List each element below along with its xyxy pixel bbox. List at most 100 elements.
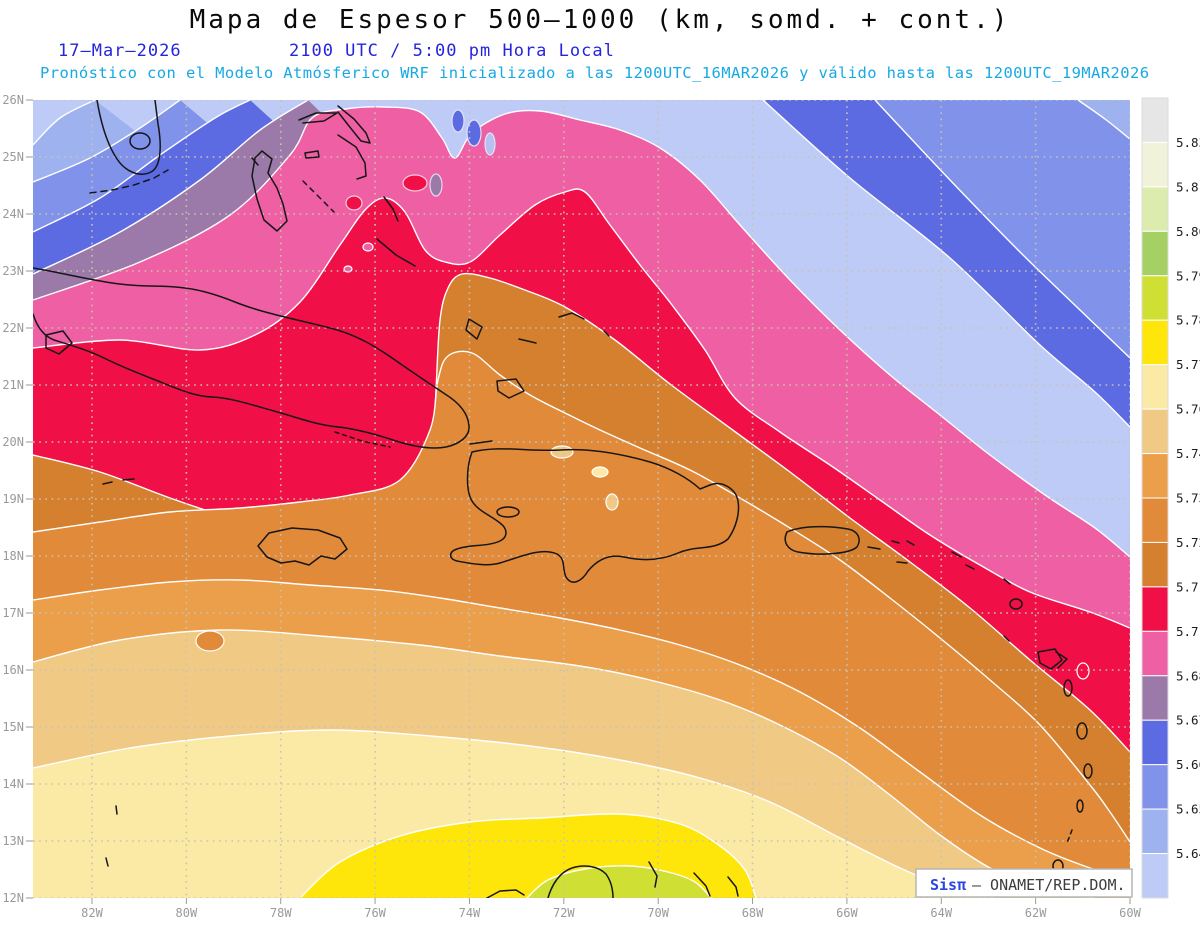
colorbar-segment bbox=[1141, 319, 1169, 366]
colorbar-segment bbox=[1141, 453, 1169, 499]
lon-label: 76W bbox=[364, 906, 386, 920]
contour-line bbox=[33, 100, 309, 275]
colorbar: 5.831 5.819 5.807 5.795 5.783 5.772 5.76 5.748 5… bbox=[1141, 97, 1200, 899]
patch-red bbox=[402, 174, 428, 192]
lon-label: 78W bbox=[270, 906, 292, 920]
lat-label: 15N bbox=[2, 720, 24, 734]
coastline-grenadines bbox=[1066, 829, 1073, 844]
coastline-anguilla-stmartin bbox=[951, 551, 975, 570]
colorbar-segment bbox=[1141, 719, 1169, 766]
colorbar-segment bbox=[1141, 853, 1169, 899]
coastlines bbox=[33, 100, 1093, 898]
lat-label: 26N bbox=[2, 93, 24, 107]
colorbar-segment bbox=[1141, 97, 1169, 143]
lon-label: 74W bbox=[459, 906, 481, 920]
lat-label: 22N bbox=[2, 321, 24, 335]
colorbar-segment bbox=[1141, 675, 1169, 721]
colorbar-segment bbox=[1141, 186, 1169, 232]
patch-pink bbox=[362, 242, 374, 252]
coastline-bimini bbox=[251, 157, 259, 166]
contour-line bbox=[299, 813, 757, 898]
watermark-frame bbox=[915, 868, 1133, 898]
colorbar-segment bbox=[1141, 497, 1169, 543]
valid-time: 2100 UTC / 5:00 pm Hora Local bbox=[289, 41, 615, 61]
coastline-long-island bbox=[376, 238, 416, 267]
coastline-puerto-rico bbox=[784, 525, 860, 555]
latitude-axis: 26N 25N 24N 23N 22N 21N 20N 19N 18N 17N 16N 15N 14N 1… bbox=[2, 93, 24, 905]
colorbar-label: 5.76 bbox=[1176, 402, 1200, 417]
coastline-grand-turk bbox=[603, 330, 610, 337]
colorbar-label: 5.783 bbox=[1176, 313, 1200, 328]
colorbar-label: 5.712 bbox=[1176, 579, 1200, 594]
patch-tan bbox=[550, 445, 574, 459]
colorbar-segment bbox=[1141, 408, 1169, 455]
lon-label: 82W bbox=[81, 906, 103, 920]
coastline-martinique bbox=[1076, 722, 1088, 740]
colorbar-segment bbox=[1141, 630, 1169, 677]
coastline-florida-keys bbox=[89, 169, 169, 194]
lat-label: 20N bbox=[2, 435, 24, 449]
coastline-abaco bbox=[337, 105, 371, 144]
coastline-st-lucia bbox=[1083, 763, 1093, 779]
coastline-cayman-islands bbox=[102, 478, 135, 485]
lon-label: 80W bbox=[176, 906, 198, 920]
colorbar-label: 5.688 bbox=[1176, 668, 1200, 683]
lat-label: 14N bbox=[2, 777, 24, 791]
patch-palewheat bbox=[591, 466, 609, 478]
lat-label: 23N bbox=[2, 264, 24, 278]
longitude-axis: 82W 80W 78W 76W 74W 72W 70W 68W 66W 64W 62W 60W bbox=[81, 906, 1141, 920]
patch-red bbox=[345, 195, 363, 211]
patch-red bbox=[1076, 662, 1090, 680]
lat-label: 13N bbox=[2, 834, 24, 848]
coastline-vieques bbox=[867, 546, 881, 550]
contour-line bbox=[33, 579, 1130, 881]
band-lightcorn bbox=[1078, 100, 1130, 139]
watermark-brand: Sisπ bbox=[930, 876, 966, 894]
valid-date: 17–Mar–2026 bbox=[58, 41, 182, 61]
coastline-grand-bahama bbox=[298, 112, 338, 124]
patch-royal bbox=[466, 119, 482, 147]
page-title: Mapa de Espesor 500–1000 (km, somd. + co… bbox=[190, 5, 1011, 35]
patch-royal bbox=[451, 109, 465, 133]
contour-line bbox=[1077, 100, 1130, 140]
contour-line bbox=[33, 188, 1130, 629]
patch-lavender bbox=[484, 132, 496, 156]
map-grid bbox=[33, 100, 1130, 898]
coastline-hispaniola bbox=[449, 448, 740, 583]
contour-line bbox=[33, 629, 1096, 898]
contour-line bbox=[762, 100, 1130, 428]
lat-label: 16N bbox=[2, 663, 24, 677]
colorbar-label: 5.664 bbox=[1176, 757, 1200, 772]
lat-label: 21N bbox=[2, 378, 24, 392]
colorbar-label: 5.64 bbox=[1176, 846, 1200, 861]
colorbar-label: 5.652 bbox=[1176, 802, 1200, 817]
coastline-cuba bbox=[33, 267, 470, 449]
colorbar-segment bbox=[1141, 275, 1169, 321]
colorbar-segment bbox=[1141, 764, 1169, 810]
band-palewheat bbox=[33, 730, 995, 898]
coastline-guadeloupe bbox=[1037, 648, 1068, 670]
contour-line bbox=[33, 350, 1130, 843]
colorbar-segment bbox=[1141, 586, 1169, 632]
colorbar-frame bbox=[1141, 97, 1169, 899]
coastline-jardines-cays bbox=[334, 431, 391, 448]
colorbar-label: 5.772 bbox=[1176, 357, 1200, 372]
lat-label: 25N bbox=[2, 150, 24, 164]
coastline-gonave bbox=[496, 506, 520, 518]
coastline-andros bbox=[251, 150, 288, 232]
patch-tan bbox=[605, 493, 619, 511]
watermark-org: – ONAMET/REP.DOM. bbox=[972, 876, 1126, 894]
patch-mauve bbox=[429, 173, 443, 197]
colorbar-segment bbox=[1141, 230, 1169, 277]
colorbar-label: 5.819 bbox=[1176, 179, 1200, 194]
colorbar-segment bbox=[1141, 541, 1169, 588]
coastline-lake-okeechobee bbox=[129, 132, 151, 150]
map-canvas bbox=[33, 100, 1130, 898]
lat-label: 18N bbox=[2, 549, 24, 563]
contour-line bbox=[33, 100, 181, 183]
lon-label: 62W bbox=[1025, 906, 1047, 920]
lon-label: 64W bbox=[930, 906, 952, 920]
coastline-montserrat bbox=[1003, 635, 1010, 642]
coastline-florida bbox=[96, 100, 161, 175]
